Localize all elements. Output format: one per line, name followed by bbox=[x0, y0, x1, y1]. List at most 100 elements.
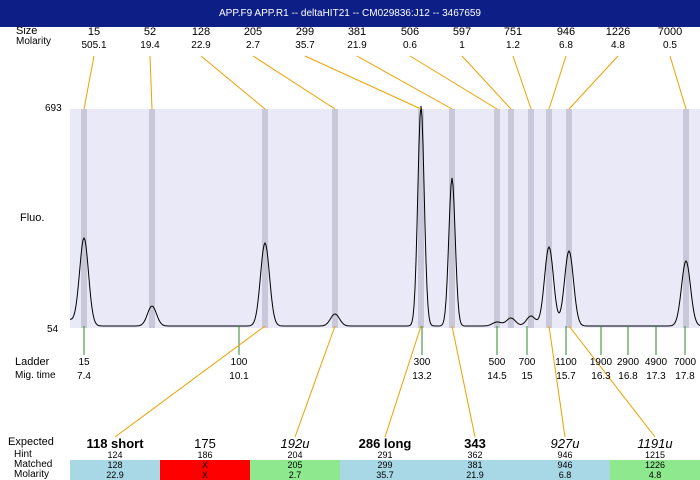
ladder-size-label: 1900 bbox=[589, 357, 613, 368]
migtime-label: Mig. time bbox=[15, 370, 56, 381]
peak-molarity-label: 1 bbox=[459, 40, 465, 51]
ladder-migtime-label: 17.3 bbox=[646, 371, 666, 382]
ladder-size-label: 2900 bbox=[616, 357, 640, 368]
match-cell bbox=[250, 460, 340, 480]
expected-connector bbox=[294, 325, 336, 438]
peak-connector bbox=[512, 55, 532, 110]
match-cell bbox=[610, 460, 700, 480]
peak-connector bbox=[548, 55, 567, 110]
molarity-value: 22.9 bbox=[106, 470, 124, 480]
peak-band bbox=[81, 109, 87, 328]
title-bar: APP.F9 APP.R1 -- deltaHIT21 -- CM029836:… bbox=[0, 0, 700, 27]
peak-molarity-label: 22.9 bbox=[191, 40, 211, 51]
hint-value: 186 bbox=[197, 450, 213, 460]
ladder-size-label: 700 bbox=[518, 357, 536, 368]
expected-connector bbox=[114, 325, 266, 438]
peak-band bbox=[262, 109, 268, 328]
expected-size: 927u bbox=[550, 436, 580, 451]
peak-molarity-label: 505.1 bbox=[81, 40, 107, 51]
expected-connector bbox=[451, 325, 476, 438]
ladder-size-label: 1100 bbox=[555, 357, 577, 368]
matched-label: Matched bbox=[14, 459, 53, 470]
peak-size-label: 7000 bbox=[657, 26, 683, 38]
molarity-value: 35.7 bbox=[376, 470, 394, 480]
matched-value: X bbox=[201, 460, 208, 470]
peak-size-label: 946 bbox=[556, 26, 576, 38]
match-cell bbox=[160, 460, 250, 480]
match-cell bbox=[430, 460, 520, 480]
peak-connector bbox=[461, 55, 512, 110]
ladder-size-label: 7000 bbox=[673, 357, 697, 368]
hint-value: 291 bbox=[377, 450, 393, 460]
y-axis-max: 693 bbox=[45, 103, 62, 114]
peak-band bbox=[418, 109, 424, 328]
peak-connector bbox=[149, 55, 153, 110]
peak-molarity-label: 0.6 bbox=[403, 40, 417, 51]
expected-size: 118 short bbox=[86, 436, 144, 451]
ladder-size-label: 100 bbox=[230, 357, 248, 368]
peak-connector bbox=[568, 55, 619, 110]
peak-connector bbox=[356, 55, 453, 110]
hint-label: Hint bbox=[14, 449, 32, 460]
molarity-row-label: Molarity bbox=[14, 469, 50, 480]
peak-band bbox=[149, 109, 155, 328]
peak-band bbox=[449, 109, 455, 328]
peak-size-label: 506 bbox=[400, 26, 420, 38]
peak-size-label: 1226 bbox=[605, 26, 631, 38]
matched-value: 381 bbox=[467, 460, 483, 470]
ladder-size-label: 300 bbox=[413, 357, 431, 368]
y-axis-min: 54 bbox=[47, 324, 59, 335]
peak-size-label: 597 bbox=[452, 26, 472, 38]
peak-band bbox=[494, 109, 500, 328]
peak-molarity-label: 35.7 bbox=[295, 40, 315, 51]
ladder-size-label: 4900 bbox=[644, 357, 668, 368]
peak-connector bbox=[409, 55, 498, 110]
peak-connector bbox=[83, 55, 95, 110]
peak-molarity-label: 2.7 bbox=[246, 40, 260, 51]
match-cell bbox=[340, 460, 430, 480]
molarity-value: 21.9 bbox=[466, 470, 484, 480]
ladder-migtime-label: 16.3 bbox=[591, 371, 611, 382]
peak-size-label: 205 bbox=[243, 26, 263, 38]
molarity-value: 6.8 bbox=[558, 470, 572, 480]
peak-size-label: 299 bbox=[295, 26, 315, 38]
molarity-header-label: Molarity bbox=[16, 36, 52, 47]
expected-size: 175 bbox=[194, 436, 216, 451]
peak-connector bbox=[200, 55, 266, 110]
peak-molarity-label: 6.8 bbox=[559, 40, 573, 51]
peak-band bbox=[508, 109, 514, 328]
peak-band bbox=[566, 109, 572, 328]
peak-connector bbox=[304, 55, 422, 110]
expected-size: 343 bbox=[464, 436, 486, 451]
ladder-migtime-label: 14.5 bbox=[487, 371, 507, 382]
ladder-migtime-label: 10.1 bbox=[229, 371, 249, 382]
size-header-label: Size bbox=[16, 25, 38, 37]
expected-connector bbox=[548, 325, 566, 438]
ladder-migtime-label: 16.8 bbox=[618, 371, 638, 382]
peak-size-label: 381 bbox=[347, 26, 367, 38]
matched-value: 299 bbox=[377, 460, 393, 470]
matched-value: 205 bbox=[287, 460, 303, 470]
match-cell bbox=[70, 460, 160, 480]
ladder-migtime-label: 15.7 bbox=[556, 371, 576, 382]
expected-size: 192u bbox=[280, 436, 310, 451]
plot-area bbox=[70, 109, 700, 328]
ladder-label: Ladder bbox=[15, 356, 50, 368]
ladder-migtime-label: 15 bbox=[521, 371, 533, 382]
expected-label: Expected bbox=[8, 436, 54, 448]
signal-trace bbox=[69, 105, 700, 327]
hint-value: 1215 bbox=[644, 450, 666, 460]
expected-size: 1191u bbox=[637, 436, 673, 451]
peak-molarity-label: 21.9 bbox=[347, 40, 367, 51]
molarity-value: X bbox=[201, 470, 208, 480]
hint-value: 362 bbox=[467, 450, 483, 460]
peak-size-label: 128 bbox=[191, 26, 211, 38]
expected-connector bbox=[384, 325, 422, 438]
hint-value: 124 bbox=[107, 450, 123, 460]
matched-value: 128 bbox=[107, 460, 123, 470]
hint-value: 204 bbox=[287, 450, 303, 460]
ladder-size-label: 15 bbox=[78, 357, 90, 368]
ladder-migtime-label: 13.2 bbox=[412, 371, 432, 382]
y-axis-label: Fluo. bbox=[20, 212, 45, 224]
